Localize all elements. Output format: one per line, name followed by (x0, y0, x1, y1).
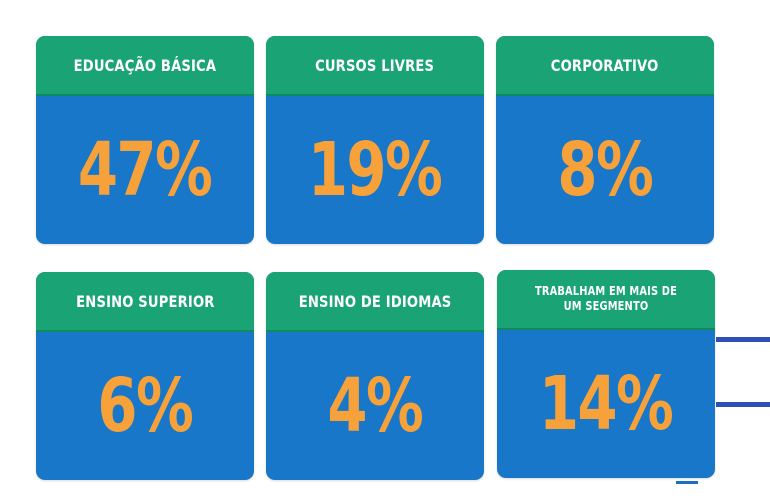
card-percentage-text: 4% (327, 363, 424, 449)
card-percentage: 19% (266, 96, 484, 244)
card-label: CURSOS LIVRES (315, 55, 435, 75)
segment-card-cursos-livres: CURSOS LIVRES 19% (266, 36, 484, 244)
card-percentage: 47% (36, 96, 254, 244)
card-header: CORPORATIVO (496, 36, 714, 96)
card-label: CORPORATIVO (551, 55, 659, 75)
card-percentage: 6% (36, 332, 254, 480)
segment-card-educacao-basica: EDUCAÇÃO BÁSICA 47% (36, 36, 254, 244)
card-label: ENSINO DE IDIOMAS (298, 291, 452, 311)
segment-card-multi-segmento: TRABALHAM EM MAIS DE UM SEGMENTO 14% (497, 270, 715, 478)
card-percentage: 8% (496, 96, 714, 244)
accent-line-top (716, 337, 770, 342)
card-percentage-text: 8% (557, 127, 654, 213)
card-percentage-text: 14% (539, 361, 674, 447)
card-header: ENSINO SUPERIOR (36, 272, 254, 332)
segment-card-ensino-superior: ENSINO SUPERIOR 6% (36, 272, 254, 480)
card-header: EDUCAÇÃO BÁSICA (36, 36, 254, 96)
card-label: EDUCAÇÃO BÁSICA (73, 55, 217, 75)
card-percentage-text: 47% (78, 127, 213, 213)
card-percentage-text: 6% (97, 363, 194, 449)
accent-line-bottom (716, 402, 770, 407)
card-percentage: 4% (266, 332, 484, 480)
card-percentage-text: 19% (308, 127, 443, 213)
card-header: ENSINO DE IDIOMAS (266, 272, 484, 332)
card-header: TRABALHAM EM MAIS DE UM SEGMENTO (497, 270, 715, 330)
segment-card-ensino-de-idiomas: ENSINO DE IDIOMAS 4% (266, 272, 484, 480)
card-label: TRABALHAM EM MAIS DE UM SEGMENTO (534, 284, 678, 313)
segment-card-corporativo: CORPORATIVO 8% (496, 36, 714, 244)
card-header: CURSOS LIVRES (266, 36, 484, 96)
card-label: ENSINO SUPERIOR (75, 291, 215, 311)
accent-line-corner (676, 481, 698, 484)
card-percentage: 14% (497, 330, 715, 478)
